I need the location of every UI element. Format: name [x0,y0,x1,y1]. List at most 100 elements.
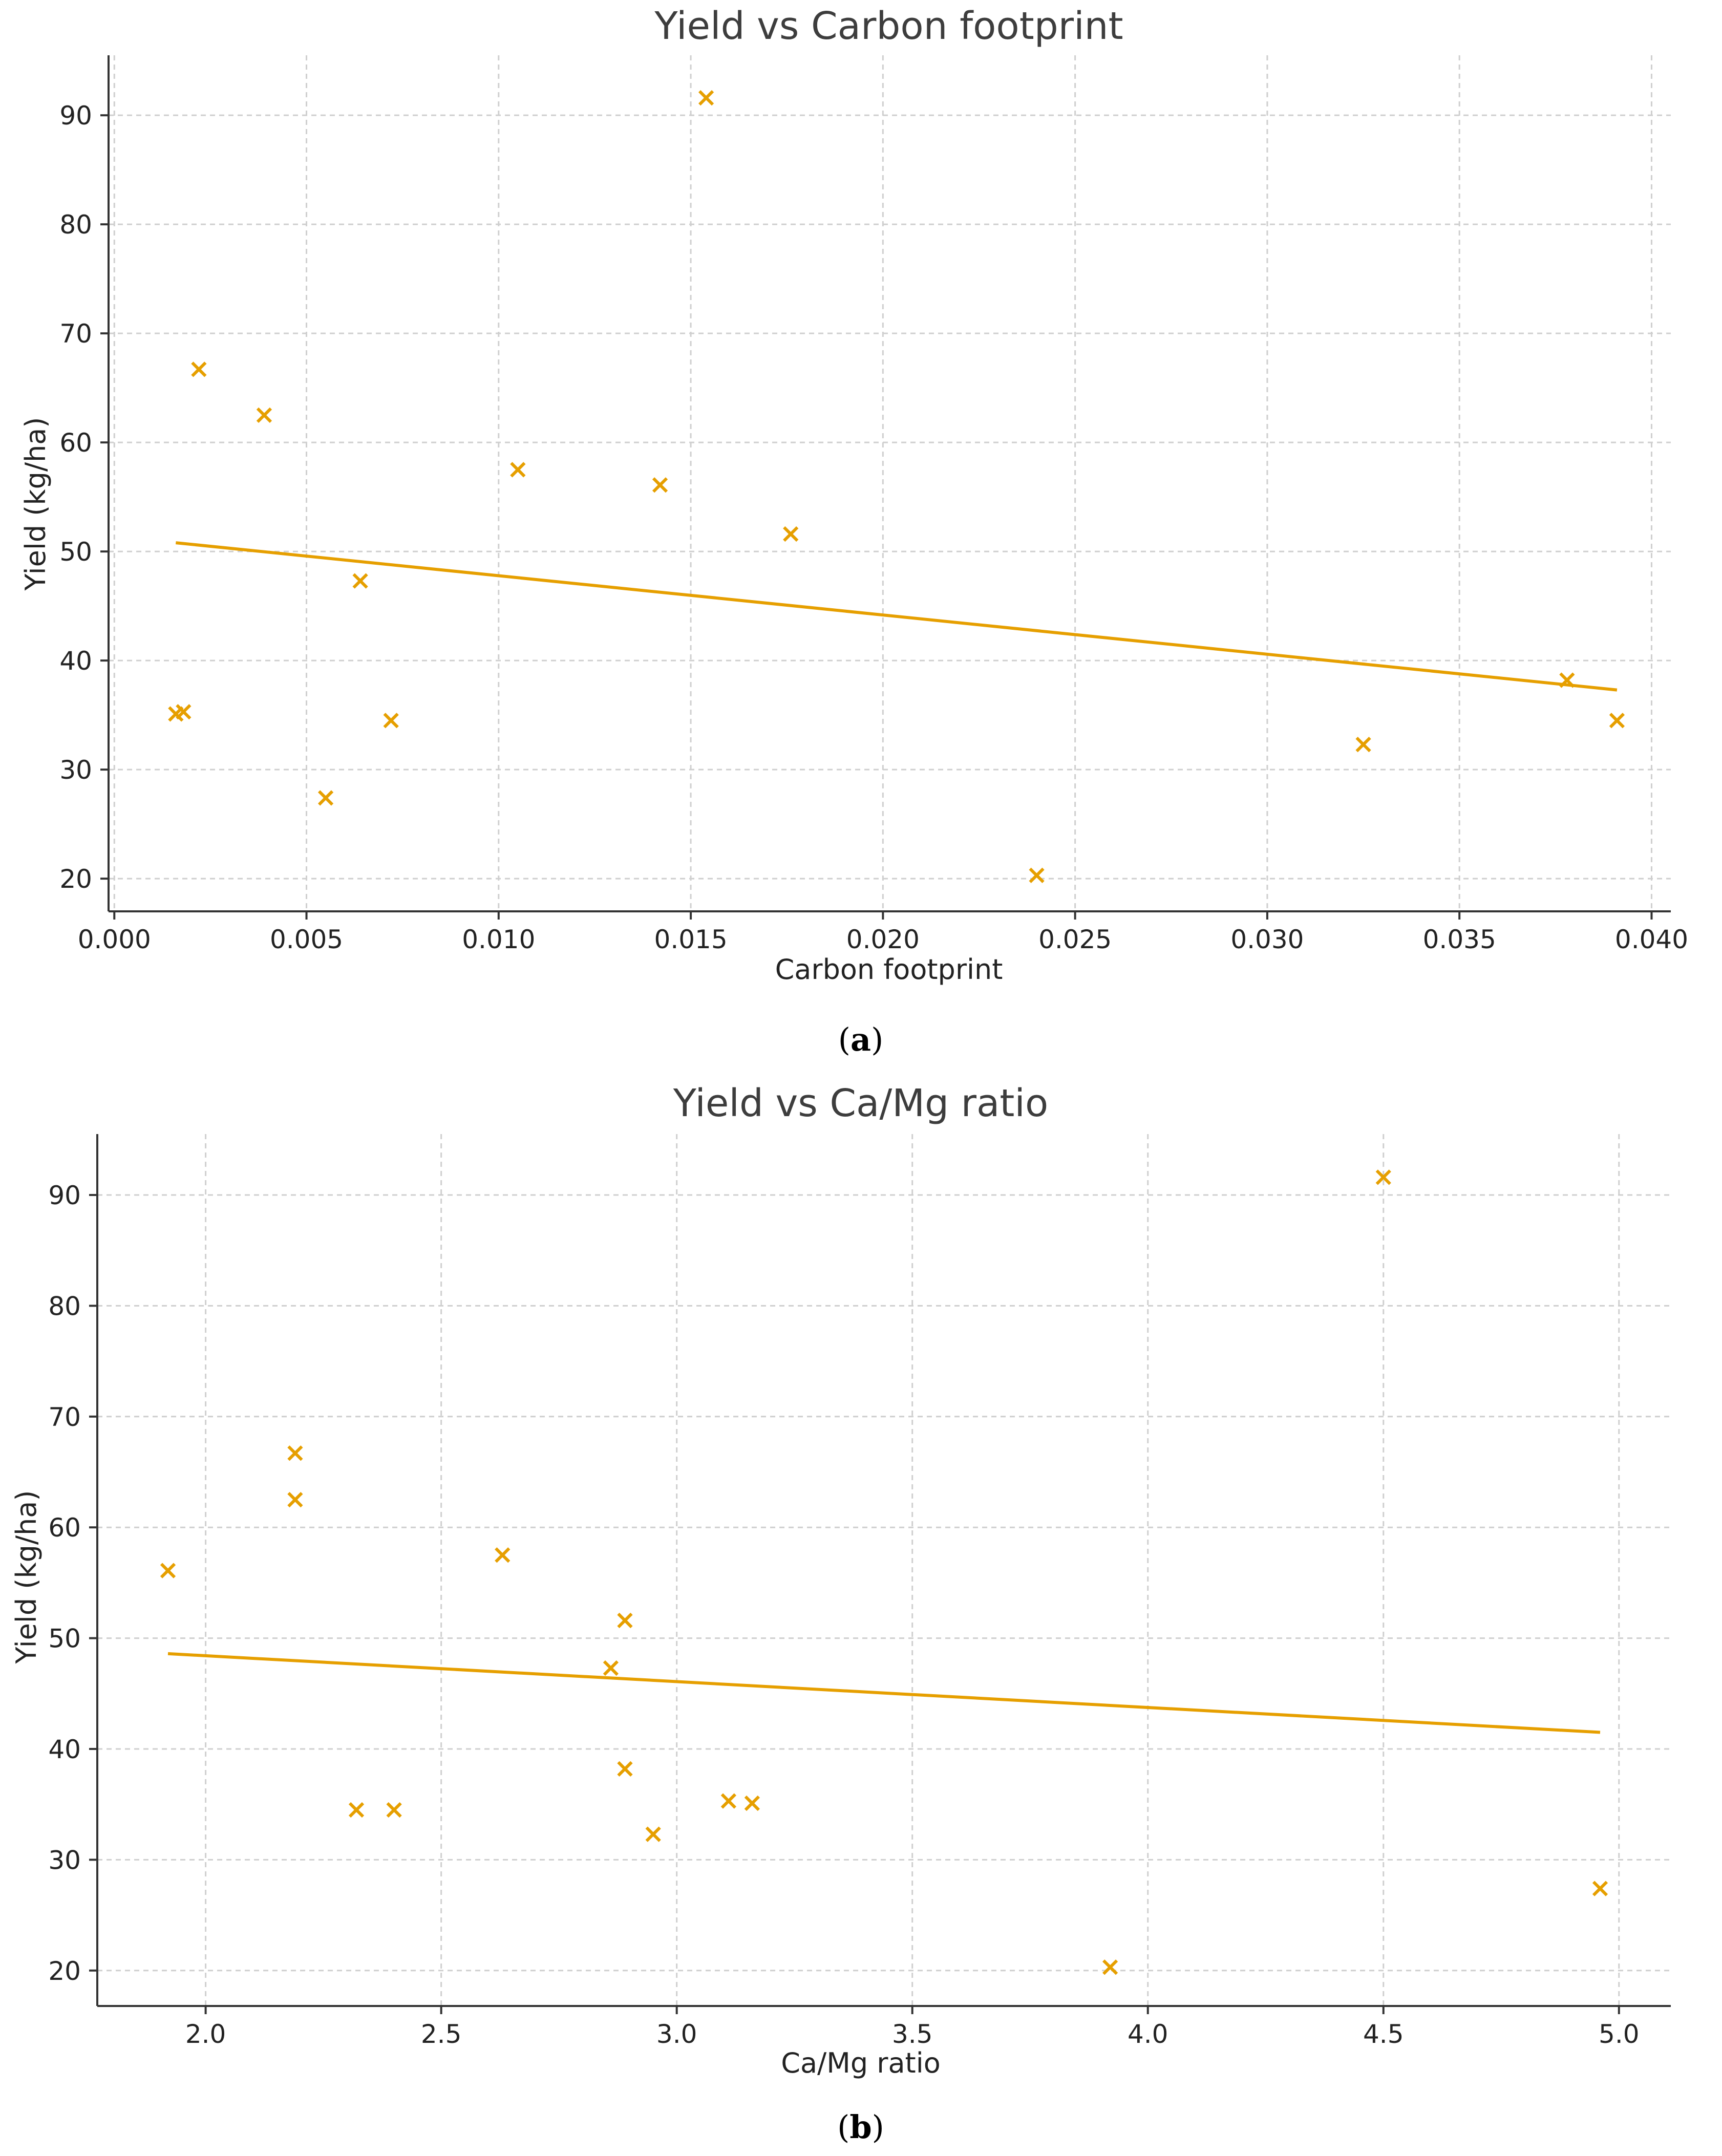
y-tick-label: 40 [48,1735,81,1764]
marker-stroke [287,1491,303,1508]
axes [100,55,1671,920]
data-point-marker [1559,672,1575,688]
marker-stroke [1559,672,1575,688]
data-point-marker [348,1802,365,1818]
data-point-marker [287,1445,303,1461]
data-point-marker [510,462,526,478]
data-point-marker [256,407,272,423]
x-tick-label: 2.5 [421,2019,462,2049]
chart-title: Yield vs Ca/Mg ratio [673,1081,1048,1125]
trend-line-group [167,1652,1601,1734]
x-tick-label: 5.0 [1599,2019,1640,2049]
data-point-marker [383,713,399,729]
y-tick-label: 70 [48,1402,81,1432]
marker-stroke [1029,867,1045,883]
marker-stroke [783,526,799,542]
y-tick-label: 80 [48,1291,81,1321]
marker-stroke [617,1612,633,1629]
data-point-marker [1029,867,1045,883]
marker-stroke [720,1793,737,1809]
trend-line [167,1652,1601,1734]
marker-stroke [617,1761,633,1777]
marker-stroke [386,1802,402,1818]
x-tick-label: 0.030 [1230,925,1304,954]
y-tick-label: 50 [48,1624,81,1654]
marker-stroke [1592,1881,1608,1896]
y-axis-label: Yield (kg/ha) [10,1490,42,1664]
x-tick-labels: 0.000 0.005 0.010 0.015 0.020 0.025 0.030 0.035… [78,925,1688,954]
data-point-marker [317,790,334,806]
data-point-marker [1609,713,1625,729]
x-tick-label: 0.000 [78,925,151,954]
y-tick-label: 20 [59,864,92,894]
panel-label-a: (a) [838,1021,884,1058]
x-tick-label: 0.015 [654,925,728,954]
y-tick-label: 90 [59,101,92,131]
marker-stroke [495,1547,511,1563]
data-point-marker [352,573,368,589]
data-point-marker [744,1795,760,1811]
x-tick-label: 2.0 [185,2019,226,2049]
x-tick-label: 0.040 [1615,925,1688,954]
x-tick-label: 0.025 [1038,925,1112,954]
marker-stroke [1355,736,1371,753]
trend-line-group [176,541,1618,692]
x-axis-label: Carbon footprint [775,953,1003,986]
marker-stroke [744,1795,760,1811]
data-point-marker [720,1793,737,1809]
panel-label-b: (b) [837,2108,884,2146]
x-tick-label: 3.0 [656,2019,697,2049]
marker-stroke [603,1660,619,1676]
x-tick-label: 4.5 [1363,2019,1404,2049]
x-tick-label: 0.020 [846,925,920,954]
data-point-marker [617,1612,633,1629]
data-point-marker [176,704,192,720]
grid [97,1134,1671,2006]
x-tick-label: 0.005 [270,925,343,954]
data-point-marker [1592,1881,1608,1896]
x-axis-label: Ca/Mg ratio [781,2047,941,2079]
x-tick-labels: 2.0 2.5 3.0 3.5 4.0 4.5 5.0 [185,2019,1640,2049]
marker-stroke [352,573,368,589]
y-tick-labels: 20 30 40 50 60 70 80 90 [59,101,92,894]
marker-stroke [256,407,272,423]
marker-stroke [698,90,714,106]
y-tick-label: 60 [48,1513,81,1543]
y-tick-label: 40 [59,646,92,676]
data-point-marker [645,1826,661,1842]
y-tick-labels: 20 30 40 50 60 70 80 90 [48,1181,81,1986]
marker-stroke [160,1563,176,1578]
marker-stroke [1375,1169,1391,1185]
y-tick-label: 20 [48,1956,81,1986]
y-tick-label: 60 [59,428,92,458]
marker-stroke [510,462,526,478]
y-tick-label: 50 [59,537,92,567]
panel-letter: b [849,2108,871,2146]
marker-stroke [383,713,399,729]
trend-line [176,541,1618,692]
marker-stroke [1609,713,1625,729]
grid [109,55,1671,911]
marker-stroke [287,1445,303,1461]
data-point-marker [652,477,668,493]
data-point-marker [191,361,207,377]
data-point-marker [603,1660,619,1676]
data-points [160,1169,1608,1975]
data-points [168,90,1625,883]
axes [89,1134,1671,2014]
chart-panel-a: Yield vs Carbon footprint 0.000 0.005 0.01… [19,4,1688,1058]
data-point-marker [1102,1959,1118,1975]
marker-stroke [1102,1959,1118,1975]
x-tick-label: 0.035 [1423,925,1496,954]
y-tick-label: 70 [59,319,92,349]
chart-panel-b: Yield vs Ca/Mg ratio 2.0 2.5 3.0 3.5 4.0 4.5 5… [10,1081,1671,2146]
y-tick-label: 30 [48,1845,81,1875]
data-point-marker [1355,736,1371,753]
data-point-marker [495,1547,511,1563]
chart-title: Yield vs Carbon footprint [654,4,1123,48]
x-tick-label: 3.5 [892,2019,933,2049]
data-point-marker [783,526,799,542]
marker-stroke [645,1826,661,1842]
marker-stroke [176,704,192,720]
